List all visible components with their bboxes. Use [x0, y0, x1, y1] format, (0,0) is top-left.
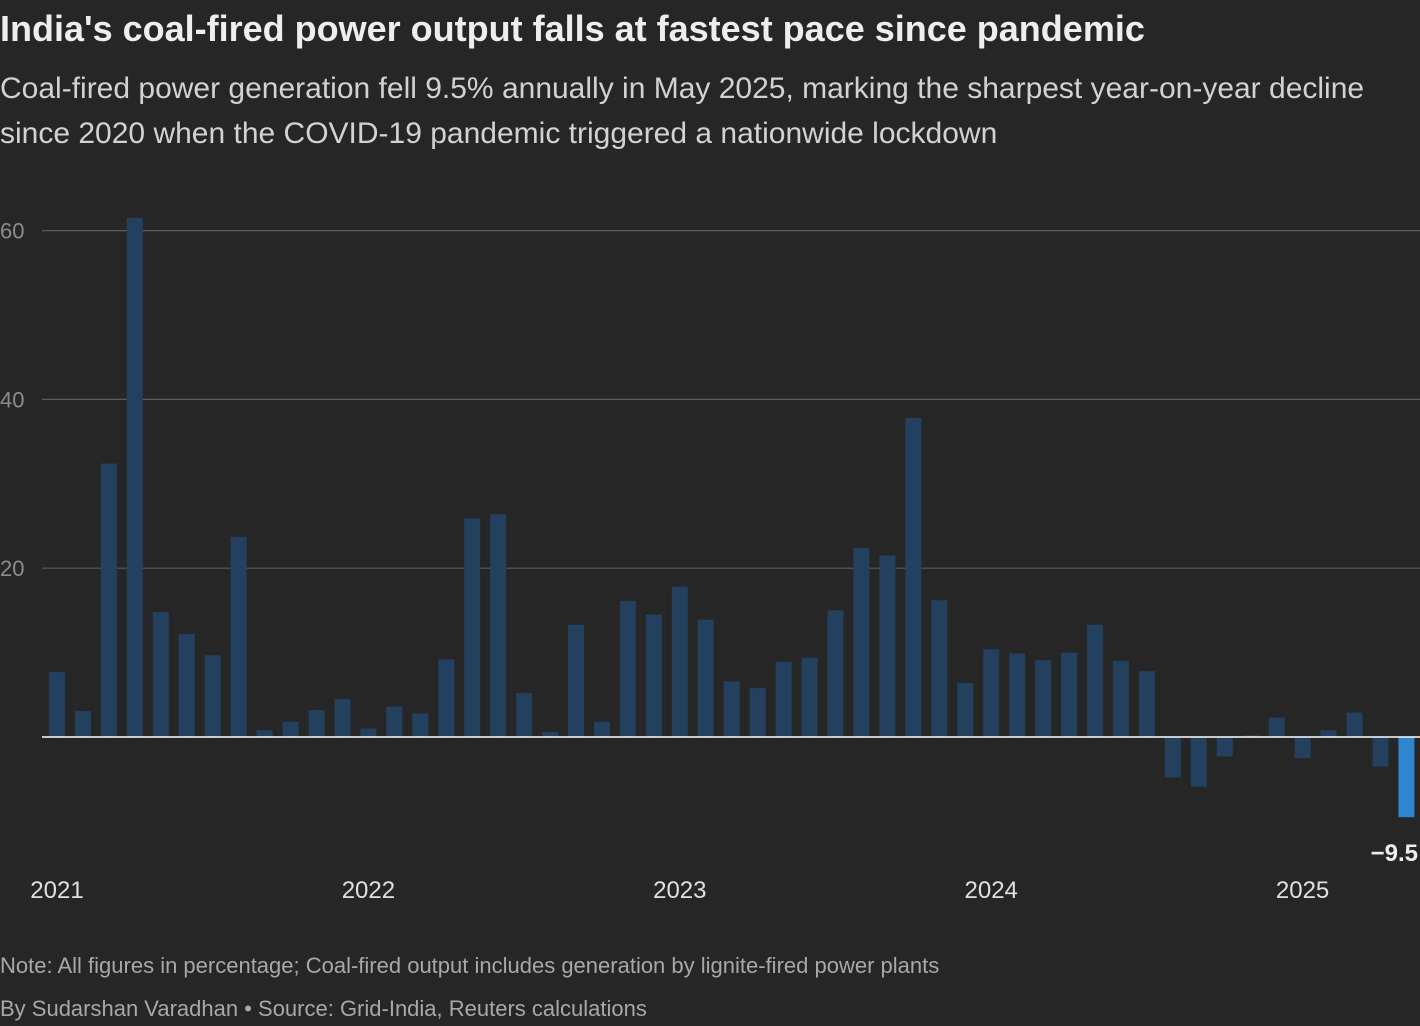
bar	[152, 612, 169, 737]
bar	[308, 709, 325, 737]
chart-subtitle: Coal-fired power generation fell 9.5% an…	[0, 72, 1365, 150]
bar	[1087, 624, 1103, 737]
bar	[74, 710, 91, 737]
x-axis-year-labels: 2021 2022 2023 2024 2025	[30, 877, 1329, 904]
bar	[1164, 737, 1181, 778]
x-tick-label: 2025	[1276, 877, 1329, 904]
x-tick-label: 2024	[965, 877, 1018, 904]
bar	[1294, 737, 1311, 759]
bar	[1009, 653, 1026, 737]
bar	[697, 619, 714, 737]
bar	[1112, 661, 1129, 737]
bar	[178, 634, 195, 737]
bar	[879, 555, 896, 737]
chart-note: Note: All figures in percentage; Coal-fi…	[0, 953, 940, 978]
bar	[204, 655, 221, 737]
bar	[568, 624, 584, 737]
gridlines	[42, 229, 1420, 569]
bar	[775, 661, 792, 737]
chart-title: India's coal-fired power output falls at…	[0, 8, 1145, 49]
bar	[542, 731, 559, 737]
bar	[853, 547, 870, 737]
data-label: −9.5	[1371, 840, 1418, 867]
chart-credit: By Sudarshan Varadhan • Source: Grid-Ind…	[0, 996, 647, 1021]
bar	[1242, 735, 1259, 737]
bar	[1398, 737, 1415, 818]
bar	[412, 713, 429, 737]
bar	[1190, 737, 1207, 787]
bar	[827, 610, 844, 737]
bar	[931, 600, 948, 737]
bar	[282, 721, 299, 737]
bar	[619, 601, 636, 737]
bar	[464, 518, 481, 737]
bar	[230, 536, 247, 737]
annotations: −9.5	[1371, 840, 1418, 867]
bar	[516, 693, 533, 737]
bars	[49, 217, 1415, 818]
bar	[1372, 737, 1389, 767]
bar	[905, 417, 922, 737]
bar	[438, 659, 455, 737]
bar	[386, 706, 403, 737]
bar	[593, 721, 610, 737]
bar	[1320, 730, 1337, 737]
x-tick-label: 2022	[342, 877, 395, 904]
bar	[723, 681, 740, 737]
bar	[49, 672, 65, 737]
bar	[334, 699, 351, 737]
y-tick-label: 20	[0, 556, 24, 581]
bar	[1061, 652, 1078, 737]
bar	[100, 463, 117, 737]
bar	[360, 728, 377, 737]
y-axis-tick-labels: 20 40 60	[0, 219, 24, 582]
bar	[256, 730, 273, 737]
bar	[1346, 712, 1363, 737]
bar	[983, 649, 1000, 737]
bar	[1268, 717, 1285, 737]
bar	[801, 657, 818, 737]
x-tick-label: 2021	[30, 877, 83, 904]
x-tick-label: 2023	[653, 877, 706, 904]
bar	[957, 682, 974, 737]
bar	[1035, 660, 1052, 737]
y-tick-label: 60	[0, 219, 24, 244]
bar-chart: 20 40 60 2021 2022 2023 2024 2025 −9.5	[0, 217, 1420, 904]
bar	[671, 586, 688, 737]
bar	[1138, 671, 1155, 737]
bar	[126, 217, 143, 737]
bar	[490, 514, 507, 737]
y-tick-label: 40	[0, 387, 24, 412]
bar	[1216, 737, 1233, 757]
bar	[749, 688, 766, 737]
bar	[645, 614, 662, 737]
